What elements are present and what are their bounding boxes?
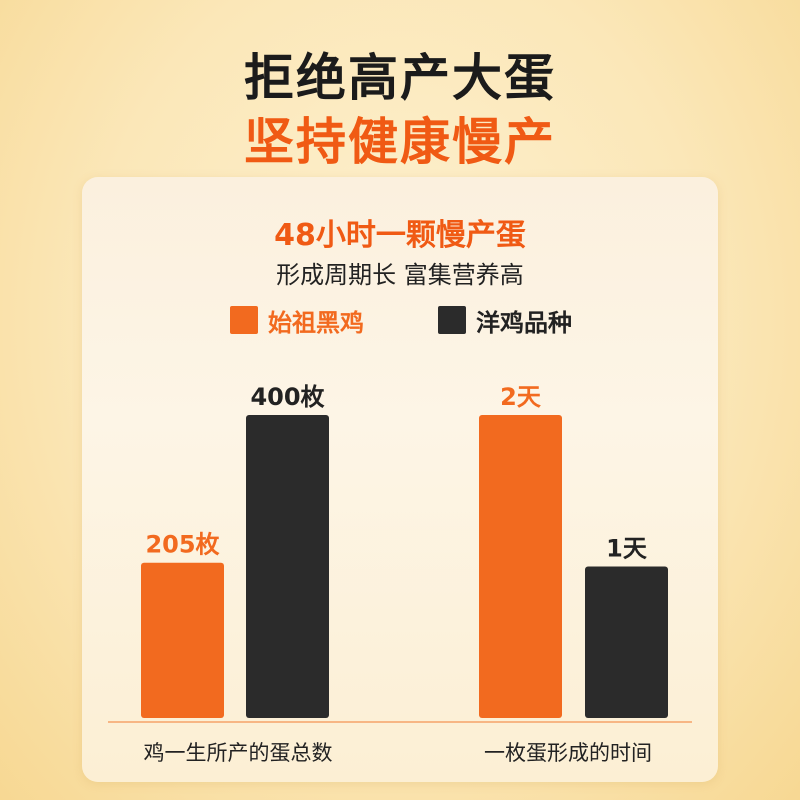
legend-label: 始祖黑鸡 bbox=[268, 308, 364, 337]
bar-value-label: 1天 bbox=[606, 535, 647, 563]
headline-line-2: 坚持健康慢产 bbox=[244, 113, 556, 171]
legend-swatch-orange bbox=[230, 306, 258, 334]
bar-value-label: 205枚 bbox=[145, 531, 219, 559]
bar-ancestral-black-chicken bbox=[141, 562, 224, 718]
legend-swatch-dark bbox=[438, 306, 466, 334]
card-subtitle: 形成周期长 富集营养高 bbox=[276, 261, 524, 289]
headline-line-1: 拒绝高产大蛋 bbox=[244, 49, 556, 107]
bar-foreign-breed bbox=[246, 415, 329, 718]
bar-foreign-breed bbox=[585, 566, 668, 718]
legend-item-foreign-breed: 洋鸡品种 bbox=[438, 303, 572, 337]
bar-value-label: 400枚 bbox=[250, 383, 324, 411]
bar-value-label: 2天 bbox=[500, 383, 541, 411]
bar-ancestral-black-chicken bbox=[479, 415, 562, 718]
legend-item-ancestral-black-chicken: 始祖黑鸡 bbox=[230, 303, 364, 337]
category-label: 一枚蛋形成的时间 bbox=[484, 741, 652, 765]
category-label: 鸡一生所产的蛋总数 bbox=[144, 741, 333, 765]
legend-label: 洋鸡品种 bbox=[476, 308, 572, 337]
card-title: 48小时一颗慢产蛋 bbox=[274, 218, 526, 253]
